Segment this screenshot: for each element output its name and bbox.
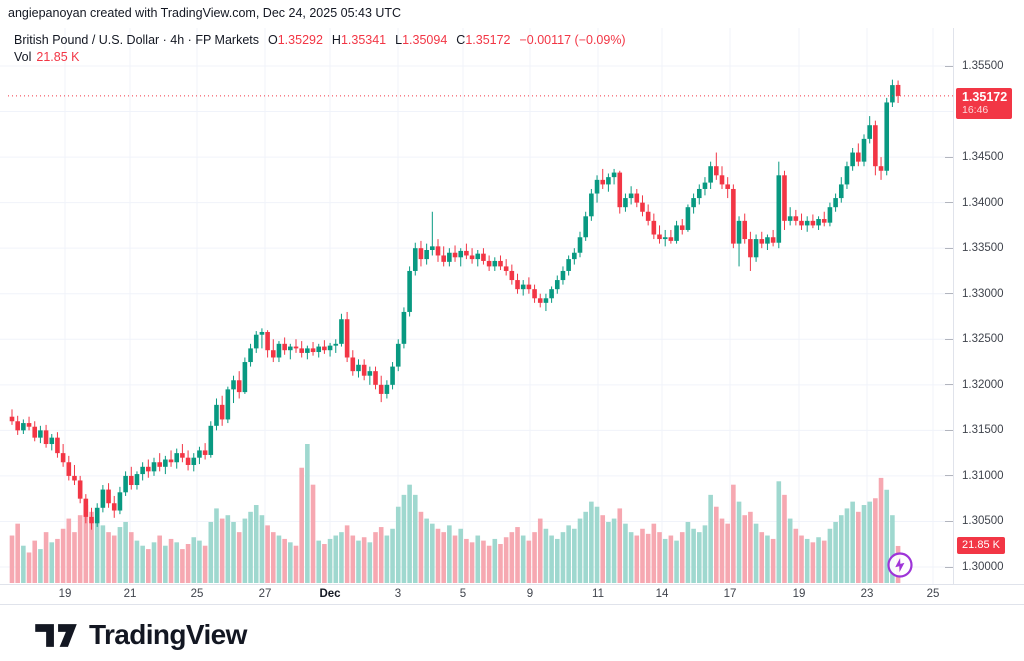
price-axis-label: 1.35500: [962, 60, 1004, 72]
price-axis-label: 1.31500: [962, 424, 1004, 437]
legend-open: O1.35292: [268, 33, 323, 47]
price-axis-tick: [945, 202, 953, 204]
time-axis-label: 17: [723, 588, 737, 600]
time-axis-label: 5: [459, 588, 467, 600]
price-axis-label: 1.33500: [962, 242, 1004, 255]
price-axis-tick: [945, 247, 953, 249]
lightning-icon: [895, 557, 905, 573]
price-axis-tick: [945, 384, 953, 386]
time-axis-label: 19: [792, 588, 806, 600]
time-axis-label: 11: [592, 588, 604, 600]
boost-button[interactable]: [884, 549, 916, 581]
price-axis-label: 1.32000: [962, 378, 1004, 391]
attribution-text: angiepanoyan created with TradingView.co…: [8, 6, 402, 20]
legend-row-volume: Vol 21.85 K: [14, 50, 626, 64]
price-axis-border: [953, 28, 954, 584]
volume-value: 21.85 K: [36, 50, 80, 64]
legend-close: C1.35172: [456, 33, 511, 47]
volume-label[interactable]: Vol: [14, 50, 32, 64]
price-axis-label: 1.32500: [962, 333, 1004, 346]
time-axis-label: 9: [526, 588, 534, 600]
price-axis-tick: [945, 520, 953, 522]
price-axis-tick: [945, 293, 953, 295]
price-axis-tick: [945, 65, 953, 67]
last-price-label: 1.35172 16:46: [956, 88, 1012, 119]
time-axis-label: 19: [58, 588, 72, 600]
time-axis-label: 27: [258, 588, 272, 600]
tradingview-logo-text[interactable]: TradingView: [89, 619, 247, 650]
symbol-title[interactable]: British Pound / U.S. Dollar · 4h · FP Ma…: [14, 33, 259, 47]
legend-high: H1.35341: [331, 33, 387, 47]
volume-axis-label: 21.85 K: [957, 537, 1005, 554]
time-axis-border: [0, 584, 1024, 585]
price-axis-label: 1.34500: [962, 151, 1004, 164]
legend-change: −0.00117 (−0.09%): [519, 33, 626, 47]
time-axis-label: 3: [394, 588, 402, 600]
tradingview-logo-icon[interactable]: [33, 622, 79, 649]
bar-countdown: 16:46: [962, 104, 989, 116]
price-axis-label: 1.30000: [962, 561, 1004, 573]
price-axis-tick: [945, 475, 953, 477]
legend-low: L1.35094: [395, 33, 448, 47]
time-axis-label: 21: [123, 588, 137, 600]
last-price-value: 1.35172: [962, 90, 1008, 104]
price-axis-tick: [945, 429, 953, 431]
price-axis-tick: [945, 338, 953, 340]
footer: TradingView: [33, 619, 247, 651]
time-axis-label: 14: [655, 588, 669, 600]
time-axis-label: 25: [190, 588, 204, 600]
legend-row-ohlc: British Pound / U.S. Dollar · 4h · FP Ma…: [14, 33, 626, 47]
price-axis-label: 1.31000: [962, 469, 1004, 482]
time-axis-label: Dec: [319, 588, 341, 600]
widget-bottom-border: [0, 604, 1024, 605]
price-axis-tick: [945, 156, 953, 158]
price-axis-label: 1.33000: [962, 287, 1004, 300]
price-axis-label: 1.34000: [962, 196, 1004, 209]
time-axis-label: 23: [860, 588, 874, 600]
price-axis-tick: [945, 566, 953, 568]
price-axis-label: 1.30500: [962, 515, 1004, 528]
time-axis-label: 25: [926, 588, 940, 600]
candlestick-plot[interactable]: [0, 0, 953, 584]
symbol-legend[interactable]: British Pound / U.S. Dollar · 4h · FP Ma…: [14, 33, 626, 64]
